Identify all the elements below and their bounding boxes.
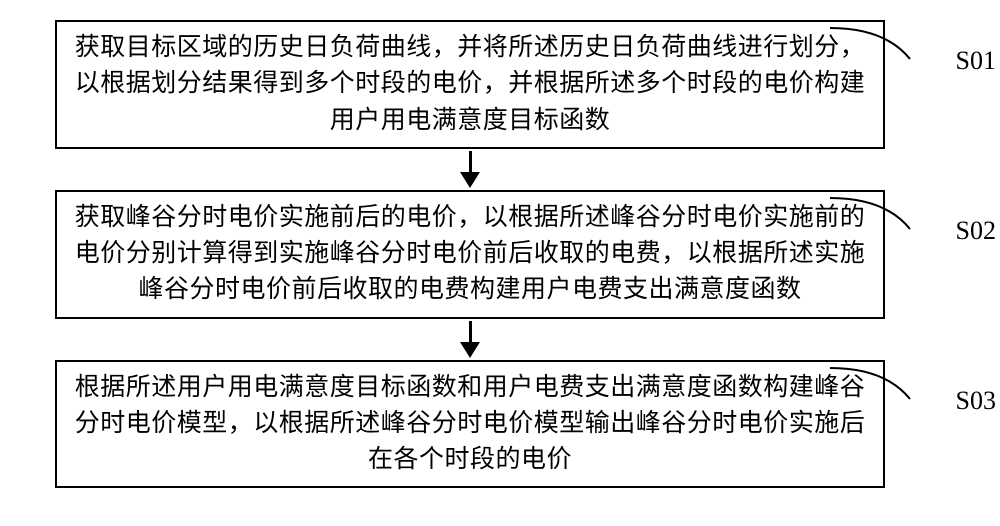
node-wrap-s03: 根据所述用户用电满意度目标函数和用户电费支出满意度函数构建峰谷分时电价模型，以根…: [20, 360, 920, 489]
node-text: 获取峰谷分时电价实施前后的电价，以根据所述峰谷分时电价实施前的电价分别计算得到实…: [75, 204, 866, 304]
node-text: 获取目标区域的历史日负荷曲线，并将所述历史日负荷曲线进行划分，以根据划分结果得到…: [75, 34, 866, 134]
node-label-s03: S03: [956, 386, 996, 416]
flow-node-s01: 获取目标区域的历史日负荷曲线，并将所述历史日负荷曲线进行划分，以根据划分结果得到…: [55, 20, 885, 149]
node-label-s01: S01: [956, 46, 996, 76]
flow-node-s02: 获取峰谷分时电价实施前后的电价，以根据所述峰谷分时电价实施前的电价分别计算得到实…: [55, 190, 885, 319]
flow-arrow-2: [460, 321, 480, 358]
node-wrap-s02: 获取峰谷分时电价实施前后的电价，以根据所述峰谷分时电价实施前的电价分别计算得到实…: [20, 190, 920, 319]
flowchart-container: 获取目标区域的历史日负荷曲线，并将所述历史日负荷曲线进行划分，以根据划分结果得到…: [20, 20, 920, 488]
node-label-s02: S02: [956, 216, 996, 246]
flow-node-s03: 根据所述用户用电满意度目标函数和用户电费支出满意度函数构建峰谷分时电价模型，以根…: [55, 360, 885, 489]
flow-arrow-1: [460, 151, 480, 188]
node-wrap-s01: 获取目标区域的历史日负荷曲线，并将所述历史日负荷曲线进行划分，以根据划分结果得到…: [20, 20, 920, 149]
node-text: 根据所述用户用电满意度目标函数和用户电费支出满意度函数构建峰谷分时电价模型，以根…: [75, 374, 866, 474]
